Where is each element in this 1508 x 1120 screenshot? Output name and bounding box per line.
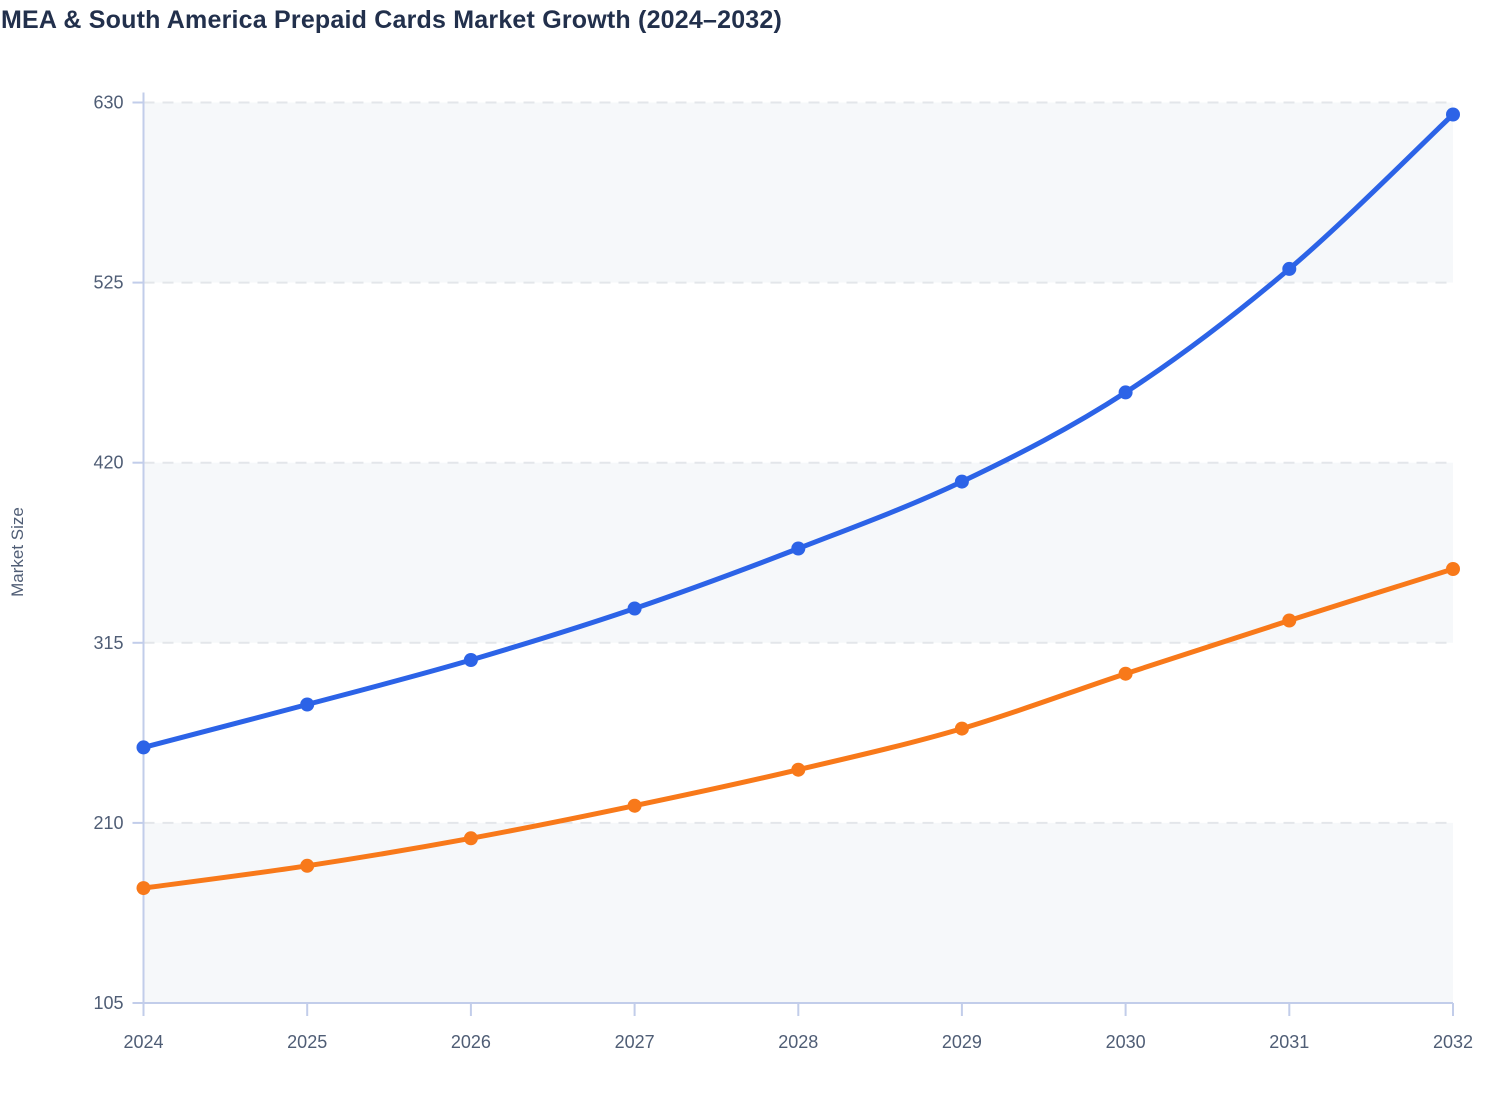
data-point-blue-series [1282,261,1297,276]
page-title: MEA & South America Prepaid Cards Market… [1,6,783,34]
x-tick-label: 2032 [1433,1032,1473,1052]
data-point-orange-series [1118,666,1133,681]
x-tick-label: 2030 [1106,1032,1146,1052]
data-point-orange-series [791,762,806,777]
data-point-orange-series [1446,562,1460,576]
data-point-blue-series [627,601,642,616]
y-tick-label: 420 [93,453,123,473]
x-tick-label: 2027 [615,1032,655,1052]
x-tick-label: 2029 [942,1032,982,1052]
data-point-orange-series [627,798,642,813]
y-tick-label: 210 [93,813,123,833]
x-tick-label: 2024 [123,1032,163,1052]
y-tick-label: 105 [93,993,123,1013]
data-point-blue-series [954,474,969,489]
data-point-orange-series [463,831,478,846]
data-point-blue-series [463,653,478,667]
data-point-orange-series [136,881,151,896]
x-tick-label: 2028 [778,1032,818,1052]
data-point-blue-series [136,740,151,755]
x-tick-label: 2031 [1269,1032,1309,1052]
plot-band [143,822,1453,1003]
data-point-blue-series [791,541,806,556]
x-tick-label: 2025 [287,1032,327,1052]
y-tick-label: 315 [93,633,123,653]
y-tick-label: 525 [93,273,123,293]
plot-band [143,102,1453,283]
data-point-blue-series [300,697,315,712]
data-point-orange-series [1282,613,1297,628]
data-point-orange-series [300,858,315,873]
data-point-blue-series [1446,107,1460,122]
data-point-blue-series [1118,385,1133,400]
y-tick-label: 630 [93,93,123,113]
data-point-orange-series [954,721,969,736]
x-tick-label: 2026 [451,1032,491,1052]
